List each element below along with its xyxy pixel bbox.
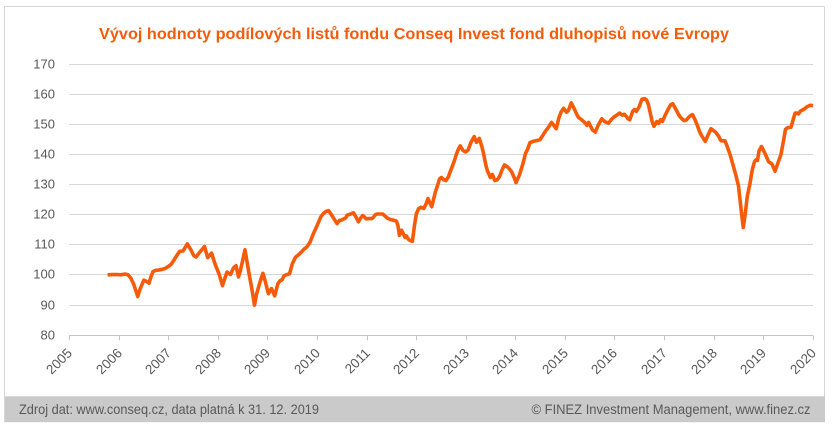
svg-text:120: 120 bbox=[33, 207, 55, 222]
svg-text:80: 80 bbox=[41, 328, 55, 343]
svg-text:160: 160 bbox=[33, 87, 55, 102]
svg-text:110: 110 bbox=[34, 237, 55, 252]
svg-text:170: 170 bbox=[33, 57, 55, 72]
svg-text:100: 100 bbox=[33, 267, 55, 282]
svg-text:Zdroj dat: www.conseq.cz, data: Zdroj dat: www.conseq.cz, data platná k … bbox=[19, 402, 319, 417]
svg-text:130: 130 bbox=[33, 177, 55, 192]
svg-text:140: 140 bbox=[33, 147, 55, 162]
svg-text:150: 150 bbox=[33, 117, 55, 132]
svg-text:90: 90 bbox=[41, 298, 55, 313]
svg-text:© FINEZ Investment Management,: © FINEZ Investment Management, www.finez… bbox=[532, 402, 811, 417]
svg-text:Vývoj hodnoty podílových listů: Vývoj hodnoty podílových listů fondu Con… bbox=[99, 26, 729, 43]
